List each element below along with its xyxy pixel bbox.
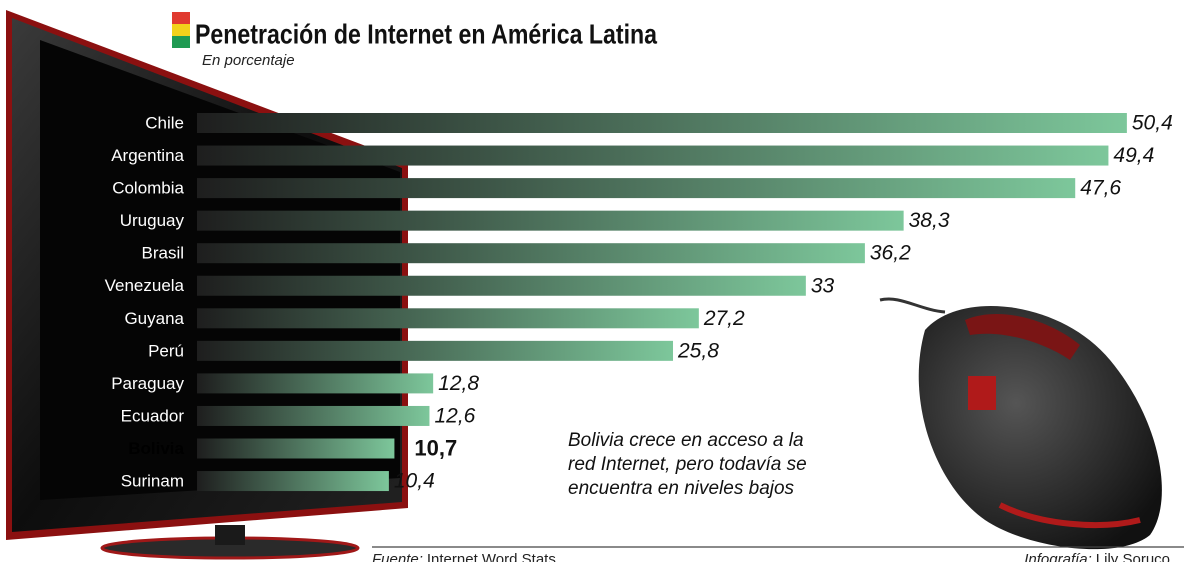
annotation-line: encuentra en niveles bajos — [568, 478, 795, 499]
value-label: 50,4 — [1132, 112, 1173, 135]
annotation-line: red Internet, pero todavía se — [568, 454, 807, 475]
bar — [197, 438, 395, 459]
category-label: Surinam — [121, 472, 184, 491]
bar — [197, 340, 674, 361]
bar — [197, 210, 904, 231]
category-label: Colombia — [112, 179, 184, 198]
value-label: 25,8 — [677, 339, 719, 362]
bar — [197, 145, 1109, 166]
bar — [197, 373, 434, 394]
bar — [197, 243, 865, 264]
category-label: Ecuador — [121, 406, 185, 425]
bar — [197, 275, 806, 296]
credit: Infografía: Lily Soruco — [1024, 551, 1170, 562]
value-label: 10,7 — [414, 435, 457, 460]
value-label: 49,4 — [1113, 144, 1154, 167]
value-label: 12,6 — [434, 404, 475, 427]
category-label: Brasil — [141, 244, 184, 263]
bar — [197, 308, 699, 329]
value-label: 36,2 — [870, 242, 911, 265]
category-label: Bolivia — [128, 439, 184, 458]
category-label: Paraguay — [111, 374, 184, 393]
bar — [197, 178, 1076, 199]
category-label: Uruguay — [120, 211, 185, 230]
annotation: Bolivia crece en acceso a la red Internet… — [568, 430, 807, 499]
category-label: Guyana — [124, 309, 184, 328]
category-label: Chile — [145, 113, 184, 132]
value-label: 47,6 — [1080, 177, 1121, 200]
source: Fuente: Internet Word Stats — [372, 551, 556, 562]
chart-title: Penetración de Internet en América Latin… — [195, 18, 657, 49]
category-label: Perú — [148, 341, 184, 360]
value-label: 38,3 — [909, 209, 950, 232]
mouse-illustration — [879, 297, 1162, 550]
flag-green — [172, 36, 190, 48]
chart-subtitle: En porcentaje — [202, 52, 295, 69]
bar — [197, 471, 389, 492]
source-label: Fuente: — [372, 551, 423, 562]
category-label: Argentina — [111, 146, 184, 165]
source-text: Internet Word Stats — [427, 551, 556, 562]
value-label: 33 — [811, 274, 835, 297]
category-label: Venezuela — [105, 276, 185, 295]
credit-text: Lily Soruco — [1096, 551, 1170, 562]
value-label: 27,2 — [703, 307, 745, 330]
bar — [197, 113, 1127, 133]
value-label: 10,4 — [394, 470, 435, 493]
bar — [197, 405, 430, 426]
flag-red — [172, 12, 190, 24]
credit-label: Infografía: — [1024, 551, 1092, 562]
annotation-line: Bolivia crece en acceso a la — [568, 430, 804, 451]
flag-yellow — [172, 24, 190, 36]
value-label: 12,8 — [438, 372, 479, 395]
